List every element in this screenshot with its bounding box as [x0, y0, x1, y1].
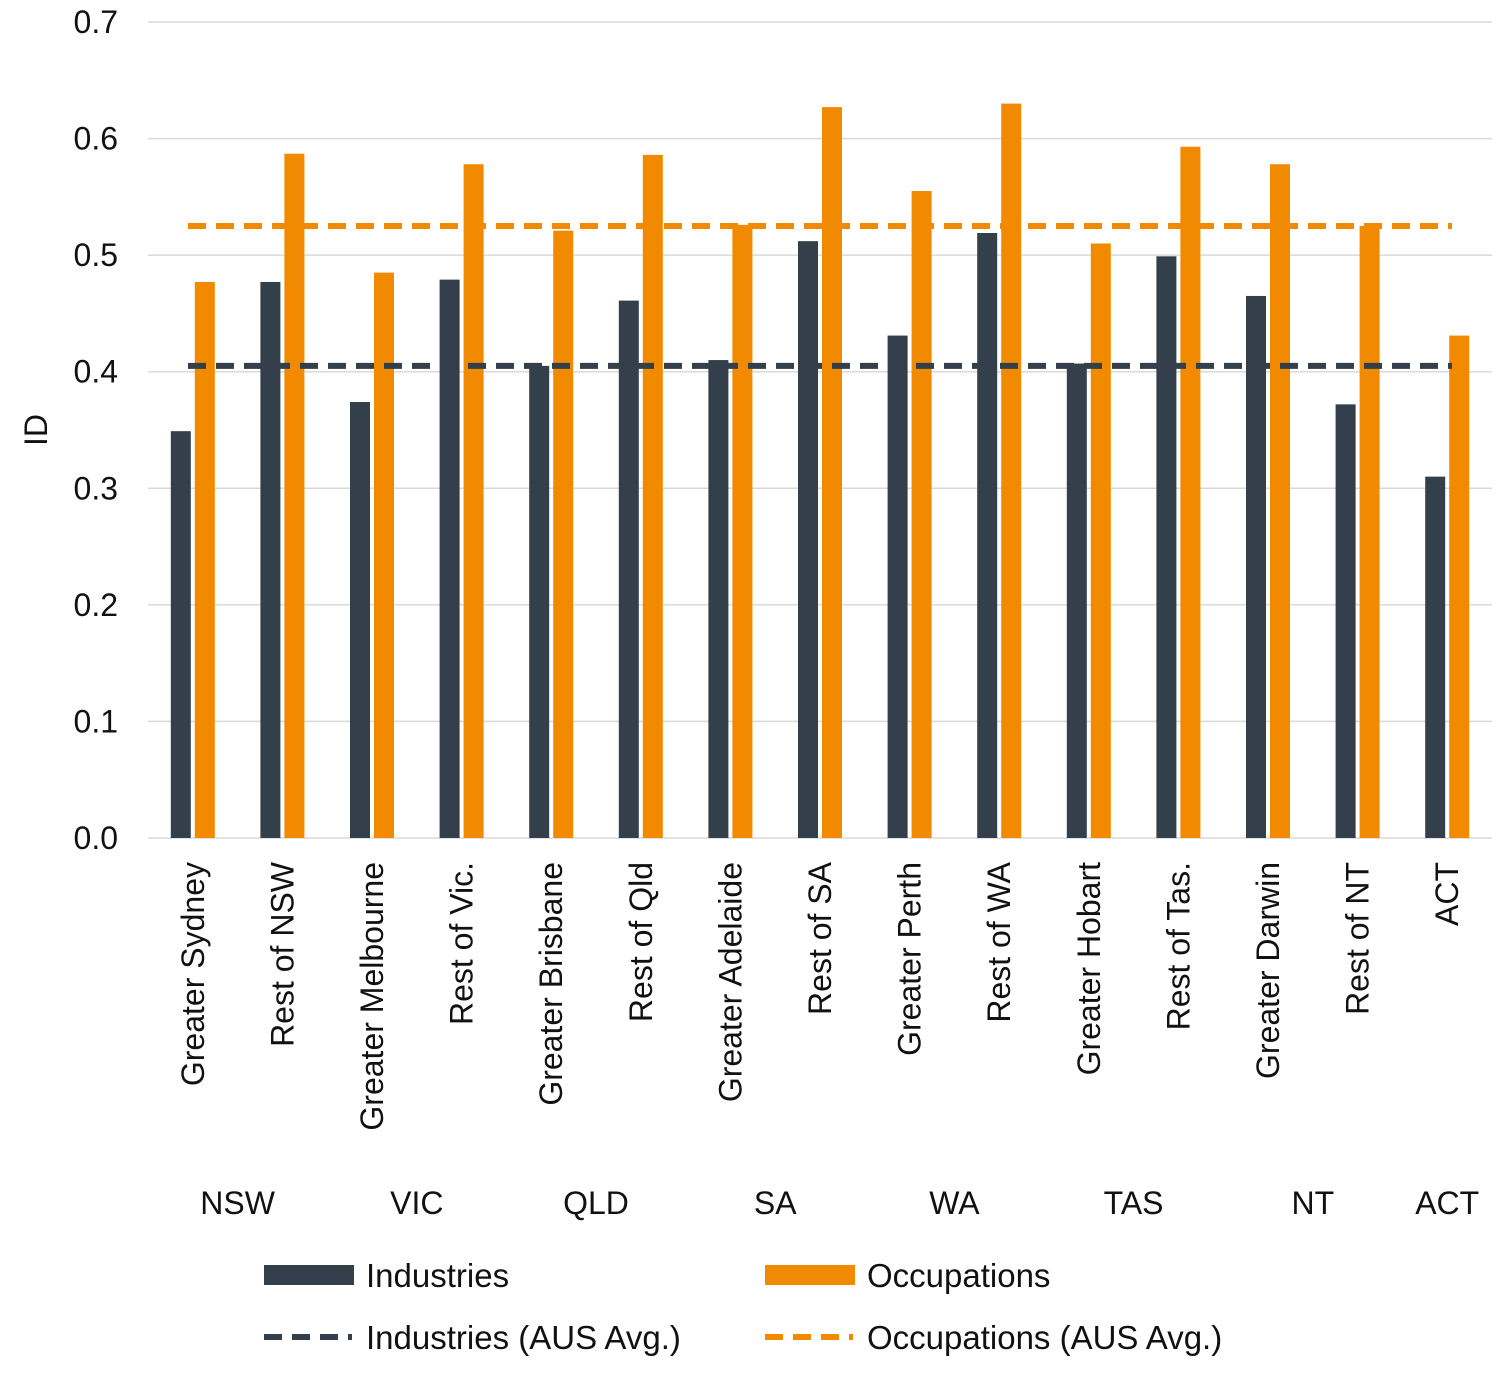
bar-industries-6 — [708, 360, 729, 838]
y-tick-labels: 0.0 0.1 0.2 0.3 0.4 0.5 0.6 0.7 — [74, 4, 118, 856]
y-tick-label: 0.1 — [74, 703, 118, 739]
y-tick-label: 0.5 — [74, 237, 118, 273]
bar-industries-4 — [529, 365, 550, 838]
x-tick-label: Greater Adelaide — [712, 862, 748, 1102]
legend-label: Occupations — [867, 1257, 1050, 1294]
legend-swatch — [765, 1265, 855, 1285]
legend-label: Occupations (AUS Avg.) — [867, 1319, 1222, 1356]
y-tick-label: 0.4 — [74, 354, 118, 390]
bar-occupations-4 — [553, 230, 574, 839]
bar-industries-5 — [618, 300, 639, 838]
bar-occupations-10 — [1090, 243, 1111, 838]
y-tick-label: 0.7 — [74, 4, 118, 40]
bar-industries-9 — [977, 232, 998, 839]
y-tick-label: 0.0 — [74, 820, 118, 856]
group-label: TAS — [1104, 1185, 1164, 1221]
x-tick-label: Rest of WA — [981, 861, 1017, 1022]
x-tick-label: Greater Sydney — [175, 862, 211, 1086]
bar-industries-13 — [1335, 404, 1356, 838]
y-axis-label: ID — [18, 414, 54, 446]
x-tick-label: Rest of Qld — [623, 862, 659, 1022]
bar-industries-7 — [798, 241, 818, 838]
bar-occupations-6 — [732, 224, 753, 838]
x-tick-label: Rest of SA — [802, 861, 838, 1015]
group-label: VIC — [390, 1185, 443, 1221]
group-label: SA — [754, 1185, 797, 1221]
bar-occupations-14 — [1449, 335, 1470, 838]
bars — [170, 103, 1470, 839]
x-tick-label: Greater Perth — [892, 862, 928, 1056]
reference-lines — [188, 223, 1452, 369]
bar-occupations-8 — [911, 191, 932, 838]
legend-label: Industries (AUS Avg.) — [366, 1319, 681, 1356]
gridlines — [148, 21, 1492, 839]
group-label: QLD — [563, 1185, 629, 1221]
bar-industries-10 — [1066, 363, 1087, 838]
x-tick-label: Greater Brisbane — [533, 862, 569, 1106]
group-label: WA — [929, 1185, 980, 1221]
bar-industries-12 — [1246, 295, 1266, 838]
bar-occupations-13 — [1359, 226, 1380, 838]
x-tick-label: Rest of NSW — [264, 861, 300, 1047]
legend-swatch — [264, 1265, 354, 1285]
bar-occupations-11 — [1180, 146, 1201, 838]
x-tick-label: Rest of NT — [1340, 862, 1376, 1015]
bar-industries-3 — [439, 279, 460, 838]
y-tick-label: 0.6 — [74, 121, 118, 157]
x-tick-label: Rest of Vic. — [444, 862, 480, 1025]
x-tick-label: Greater Hobart — [1071, 862, 1107, 1076]
x-tick-label: Rest of Tas. — [1160, 862, 1196, 1030]
bar-industries-14 — [1425, 476, 1446, 838]
group-labels: NSW VIC QLD SA WA TAS NT ACT — [200, 1185, 1479, 1221]
bar-industries-1 — [260, 281, 281, 838]
group-label: NSW — [200, 1185, 275, 1221]
bar-occupations-3 — [463, 164, 484, 838]
bar-occupations-5 — [642, 154, 663, 839]
bar-industries-0 — [170, 431, 191, 838]
x-tick-label: ACT — [1429, 862, 1465, 926]
y-tick-label: 0.2 — [74, 587, 118, 623]
bar-occupations-2 — [374, 272, 394, 839]
bar-industries-11 — [1156, 256, 1177, 838]
bar-occupations-7 — [822, 107, 842, 838]
group-label: ACT — [1415, 1185, 1479, 1221]
legend-label: Industries — [366, 1257, 509, 1294]
bar-occupations-12 — [1270, 164, 1290, 838]
bar-occupations-9 — [1001, 103, 1022, 839]
y-tick-label: 0.3 — [74, 470, 118, 506]
legend: Industries Occupations Industries (AUS Avg… — [264, 1257, 1222, 1356]
x-tick-labels: Greater Sydney Rest of NSW Greater Melbour… — [175, 861, 1465, 1130]
bar-industries-2 — [350, 402, 370, 838]
x-tick-label: Greater Melbourne — [354, 862, 390, 1131]
bar-occupations-0 — [194, 281, 215, 838]
bar-occupations-1 — [284, 153, 305, 838]
bar-industries-8 — [887, 335, 908, 838]
group-label: NT — [1291, 1185, 1334, 1221]
x-tick-label: Greater Darwin — [1250, 862, 1286, 1079]
